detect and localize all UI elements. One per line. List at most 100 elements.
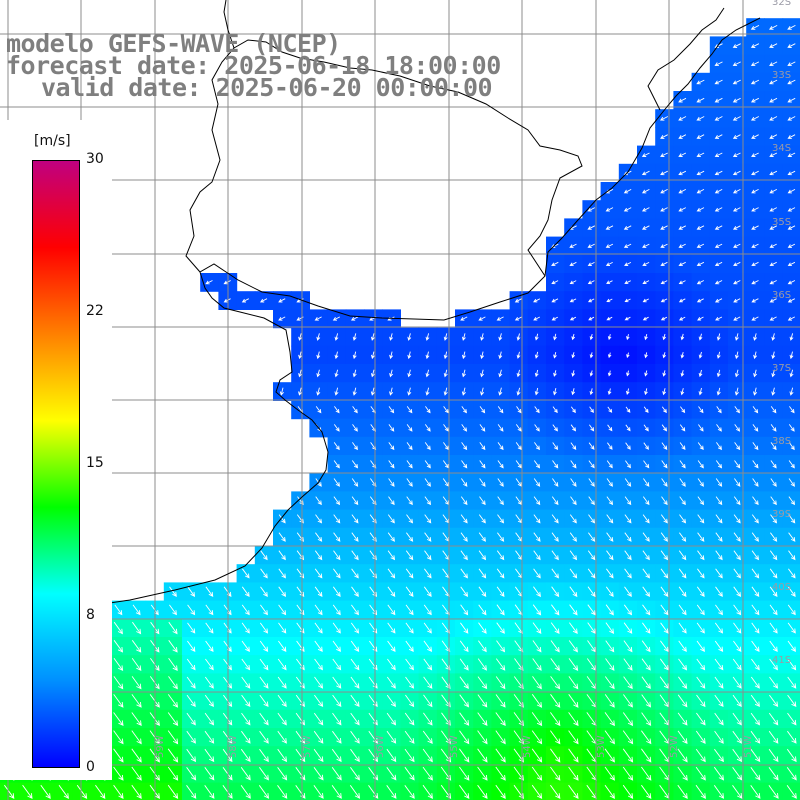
wind-arrow xyxy=(641,748,652,763)
wind-arrow xyxy=(623,640,633,653)
wind-arrow xyxy=(461,424,468,432)
wind-arrow xyxy=(187,622,196,634)
wind-arrow xyxy=(278,532,286,542)
wind-arrow xyxy=(406,496,413,506)
wind-arrow xyxy=(168,676,178,690)
wind-arrow xyxy=(624,586,632,597)
wind-arrow xyxy=(678,658,688,671)
wind-arrow xyxy=(750,767,761,781)
wind-arrow xyxy=(498,351,503,360)
wind-arrow xyxy=(716,333,721,341)
wind-arrow xyxy=(787,261,796,267)
wind-arrow xyxy=(407,369,412,378)
wind-arrow xyxy=(771,333,776,341)
wind-arrow xyxy=(752,424,759,432)
wind-arrow xyxy=(769,694,779,708)
wind-arrow xyxy=(424,478,431,487)
wind-arrow xyxy=(677,784,688,799)
wind-arrow xyxy=(732,152,741,157)
wind-arrow xyxy=(787,97,796,103)
wind-arrow xyxy=(387,640,396,652)
wind-arrow xyxy=(169,586,177,597)
wind-arrow xyxy=(333,496,341,506)
wind-arrow xyxy=(787,640,796,652)
wind-arrow xyxy=(587,261,595,266)
lat-label: 39S xyxy=(772,509,791,520)
wind-arrow xyxy=(332,730,342,744)
wind-arrow xyxy=(386,694,396,708)
wind-arrow xyxy=(204,785,215,799)
wind-arrow xyxy=(478,568,487,579)
wind-arrow xyxy=(696,116,705,121)
wind-arrow xyxy=(606,514,614,524)
wind-arrow xyxy=(332,658,342,671)
wind-arrow xyxy=(404,766,415,781)
wind-arrow xyxy=(697,316,704,321)
wind-arrow xyxy=(387,658,396,671)
wind-arrow xyxy=(770,478,777,487)
wind-arrow xyxy=(751,514,759,524)
wind-arrow xyxy=(241,640,250,652)
wind-arrow xyxy=(732,767,743,781)
wind-arrow xyxy=(642,586,651,597)
wind-arrow xyxy=(751,243,759,248)
wind-arrow xyxy=(405,604,414,616)
wind-arrow xyxy=(460,532,468,542)
wind-cell xyxy=(236,782,256,800)
wind-arrow xyxy=(678,134,687,139)
wind-cell xyxy=(782,673,800,693)
wind-arrow xyxy=(696,152,705,157)
wind-arrow xyxy=(569,622,578,634)
colorbar-tick-label: 22 xyxy=(86,303,104,319)
wind-arrow xyxy=(496,586,505,597)
wind-arrow xyxy=(423,712,433,726)
wind-arrow xyxy=(770,442,777,451)
wind-arrow xyxy=(625,388,630,396)
wind-arrow xyxy=(443,369,448,378)
wind-arrow xyxy=(461,406,467,414)
wind-arrow xyxy=(479,460,486,469)
wind-arrow xyxy=(606,280,613,285)
wind-arrow xyxy=(495,658,506,671)
wind-arrow xyxy=(606,478,613,487)
wind-arrow xyxy=(751,550,760,561)
wind-arrow xyxy=(732,207,741,212)
wind-arrow xyxy=(605,640,615,653)
wind-arrow xyxy=(406,460,413,469)
wind-arrow xyxy=(751,586,760,597)
wind-arrow xyxy=(714,207,723,212)
wind-arrow xyxy=(607,388,612,396)
wind-arrow xyxy=(787,243,796,248)
wind-arrow xyxy=(4,784,15,799)
wind-arrow xyxy=(625,406,631,413)
wind-arrow xyxy=(623,694,633,708)
wind-arrow xyxy=(570,460,577,469)
wind-arrow xyxy=(296,640,305,652)
wind-arrow xyxy=(787,280,796,285)
wind-arrow xyxy=(787,298,796,303)
wind-arrow xyxy=(624,532,632,542)
wind-arrow xyxy=(734,478,741,487)
wind-arrow xyxy=(660,640,669,653)
wind-arrow xyxy=(732,748,743,763)
wind-arrow xyxy=(204,712,215,726)
wind-arrow xyxy=(768,712,779,726)
wind-arrow xyxy=(786,785,797,799)
wind-arrow xyxy=(478,622,487,634)
wind-cell xyxy=(673,782,693,800)
wind-arrow xyxy=(622,766,634,781)
wind-arrow xyxy=(533,460,541,469)
wind-arrow xyxy=(241,298,250,303)
wind-arrow xyxy=(316,333,321,341)
wind-arrow xyxy=(607,334,612,341)
lat-label: 32S xyxy=(772,0,791,8)
wind-arrow xyxy=(333,514,341,524)
wind-arrow xyxy=(240,785,251,799)
wind-arrow xyxy=(680,370,685,377)
wind-cell xyxy=(746,782,765,800)
wind-arrow xyxy=(568,784,579,799)
wind-arrow xyxy=(568,676,579,690)
wind-arrow xyxy=(332,640,341,652)
wind-arrow xyxy=(733,261,741,267)
wind-arrow xyxy=(278,514,286,524)
